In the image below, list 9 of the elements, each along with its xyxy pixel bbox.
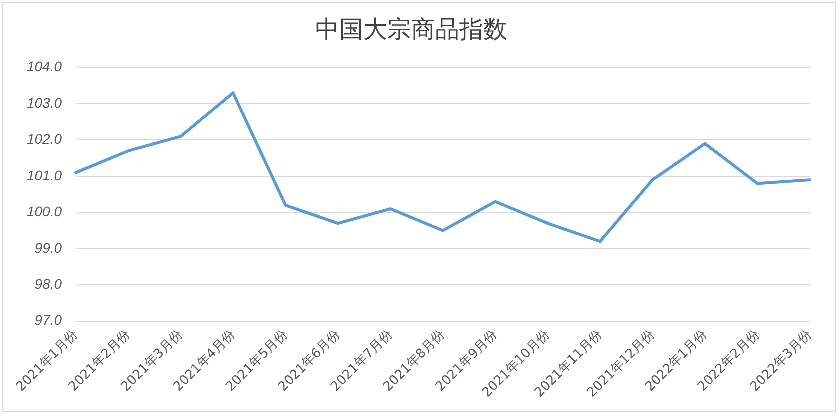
y-tick-label: 103.0 — [26, 94, 62, 111]
chart-title: 中国大宗商品指数 — [316, 16, 508, 44]
y-tick-label: 97.0 — [34, 312, 62, 328]
y-tick-label: 104.0 — [26, 58, 62, 75]
y-tick-label: 99.0 — [34, 240, 62, 256]
y-tick-label: 100.0 — [26, 204, 62, 220]
y-tick-label: 101.0 — [26, 167, 62, 184]
y-tick-label: 102.0 — [26, 131, 62, 148]
y-tick-label: 98.0 — [34, 276, 62, 292]
